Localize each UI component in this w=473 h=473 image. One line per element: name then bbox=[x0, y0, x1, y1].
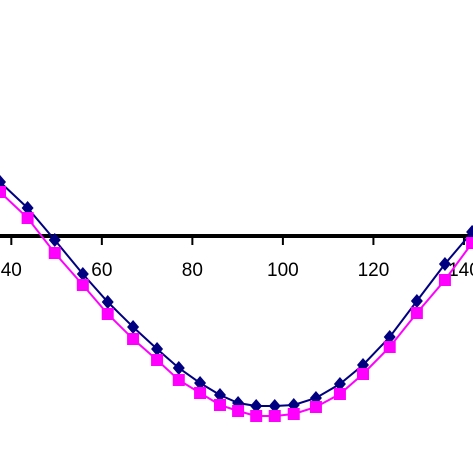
marker bbox=[466, 225, 473, 239]
marker bbox=[48, 233, 61, 247]
marker bbox=[127, 320, 140, 334]
marker bbox=[466, 237, 473, 249]
marker bbox=[333, 377, 346, 391]
x-tick-label: 80 bbox=[182, 260, 203, 281]
marker bbox=[268, 410, 281, 422]
marker bbox=[21, 201, 34, 215]
marker bbox=[21, 212, 34, 224]
x-tick-label: 40 bbox=[1, 260, 22, 281]
marker bbox=[232, 405, 245, 417]
series-line bbox=[0, 181, 473, 407]
marker bbox=[213, 388, 226, 402]
marker bbox=[194, 376, 207, 390]
marker bbox=[194, 387, 207, 399]
marker bbox=[76, 267, 89, 281]
marker bbox=[383, 330, 396, 344]
x-tick-label: 60 bbox=[91, 260, 112, 281]
marker bbox=[172, 361, 185, 375]
marker bbox=[0, 175, 6, 189]
marker bbox=[250, 410, 263, 422]
marker bbox=[410, 307, 423, 319]
marker bbox=[309, 401, 322, 413]
x-tick-label: 140 bbox=[448, 260, 473, 281]
marker bbox=[151, 354, 164, 366]
marker bbox=[127, 333, 140, 345]
marker bbox=[48, 247, 61, 259]
marker bbox=[438, 274, 451, 286]
x-tick-label: 120 bbox=[358, 260, 390, 281]
x-tick-label: 100 bbox=[267, 260, 299, 281]
marker bbox=[410, 294, 423, 308]
marker bbox=[250, 399, 263, 413]
marker bbox=[172, 374, 185, 386]
marker bbox=[438, 257, 451, 271]
marker bbox=[101, 295, 114, 309]
marker bbox=[333, 388, 346, 400]
marker bbox=[151, 342, 164, 356]
series-line bbox=[0, 191, 473, 417]
marker bbox=[213, 399, 226, 411]
marker bbox=[268, 399, 281, 413]
marker bbox=[357, 368, 370, 380]
marker bbox=[287, 408, 300, 420]
marker bbox=[76, 279, 89, 291]
marker bbox=[0, 186, 6, 198]
marker bbox=[383, 341, 396, 353]
marker bbox=[101, 308, 114, 320]
